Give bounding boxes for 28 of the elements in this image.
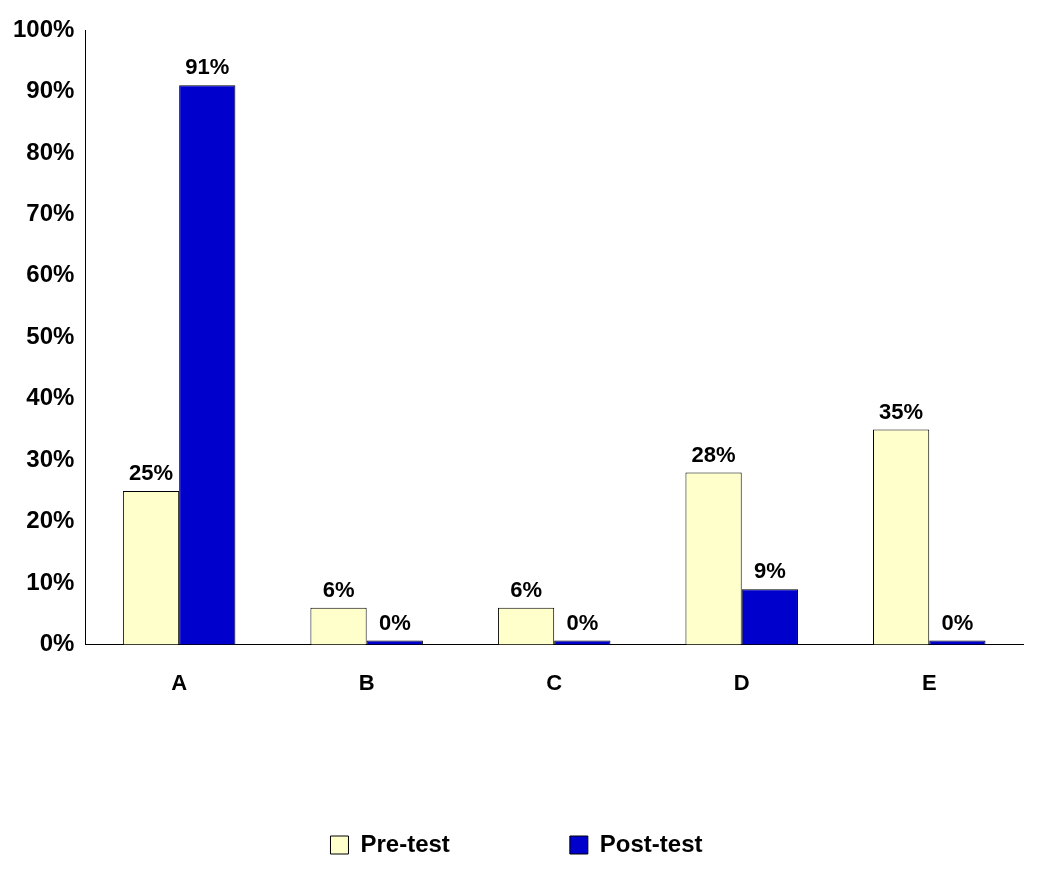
data-label: 25%: [128, 460, 174, 486]
y-tick-label: 50%: [26, 321, 75, 349]
legend-label: Post-test: [599, 829, 703, 857]
y-tick-label: 70%: [26, 199, 75, 227]
data-label: 91%: [185, 54, 230, 80]
x-tick-label: C: [546, 669, 563, 695]
data-label: 6%: [322, 576, 355, 602]
data-label: 0%: [941, 609, 974, 635]
data-label: 9%: [753, 558, 786, 584]
y-tick-label: 100%: [12, 14, 75, 42]
y-tick-label: 20%: [26, 506, 75, 534]
x-tick-label: D: [733, 669, 750, 695]
y-tick-label: 90%: [26, 76, 75, 104]
data-label: 6%: [510, 576, 542, 602]
y-tick-label: 0%: [39, 629, 75, 657]
data-label: 35%: [879, 398, 924, 424]
y-tick-label: 30%: [26, 444, 75, 472]
data-label: 0%: [378, 609, 411, 635]
data-label: 28%: [691, 441, 736, 467]
legend-label: Pre-test: [360, 829, 450, 857]
y-tick-label: 80%: [26, 137, 75, 165]
data-label: 0%: [566, 609, 599, 635]
y-tick-label: 10%: [26, 567, 75, 595]
x-tick-label: E: [921, 669, 937, 695]
x-tick-label: A: [171, 669, 188, 695]
y-tick-label: 60%: [26, 260, 75, 288]
x-tick-label: B: [358, 669, 375, 695]
y-tick-label: 40%: [26, 383, 75, 411]
